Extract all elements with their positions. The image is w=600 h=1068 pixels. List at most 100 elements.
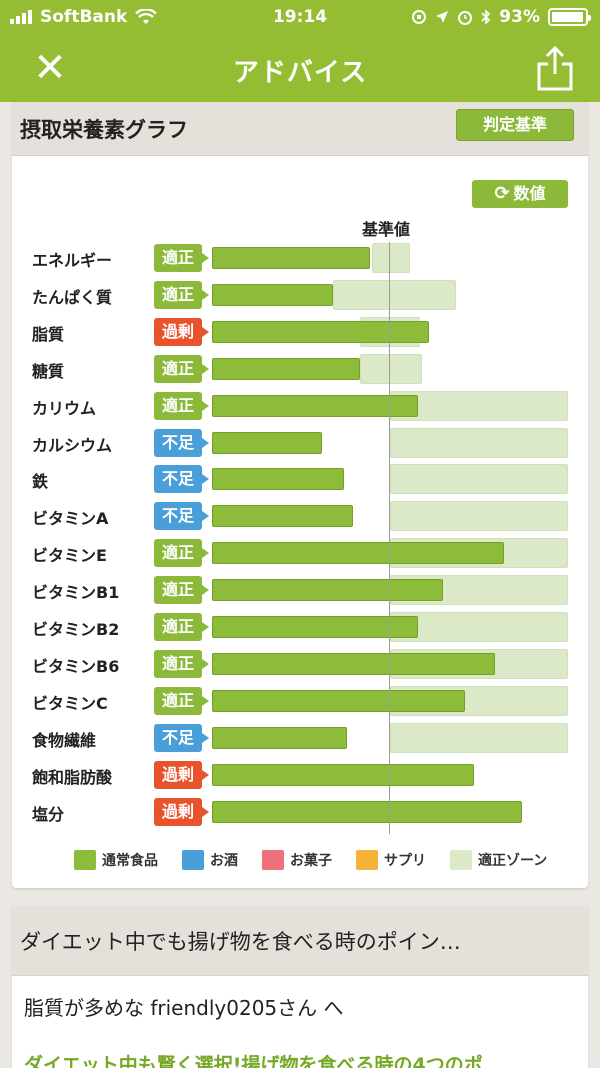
legend-label: サプリ xyxy=(384,853,426,869)
status-badge: 適正 xyxy=(154,244,209,272)
nutrient-label: 糖質 xyxy=(32,361,65,381)
legend-item: お菓子 xyxy=(262,850,332,870)
legend-swatch xyxy=(450,850,472,870)
status-badge: 適正 xyxy=(154,539,209,568)
intake-bar xyxy=(212,431,323,454)
nutrient-label: 食物繊維 xyxy=(32,730,97,750)
nutrient-label: ビタミンB1 xyxy=(32,583,120,603)
nutrient-label: ビタミンB2 xyxy=(32,620,120,639)
alarm-icon xyxy=(458,11,473,25)
status-badge: 適正 xyxy=(154,354,209,383)
baseline-line xyxy=(389,242,390,834)
share-icon[interactable] xyxy=(534,44,576,92)
criteria-button[interactable]: 判定基準 xyxy=(456,109,574,141)
value-toggle-button[interactable]: ⟳ 数値 xyxy=(472,180,568,208)
nutrient-row: ビタミンA 不足 xyxy=(12,498,588,534)
nutrient-row: 糖質 適正 xyxy=(12,351,588,387)
nutrient-row: 飽和脂肪酸 過剰 xyxy=(12,757,588,793)
nutrient-label: 鉄 xyxy=(32,472,49,492)
clock: 19:14 xyxy=(272,7,328,27)
nutrient-label: ビタミンC xyxy=(32,693,108,713)
legend-label: お菓子 xyxy=(290,853,332,869)
nutrient-row: エネルギー 適正 xyxy=(12,240,588,276)
nutrient-label: エネルギー xyxy=(32,251,113,270)
nutrient-label: 飽和脂肪酸 xyxy=(32,767,113,787)
nutrient-row: 脂質 過剰 xyxy=(12,314,588,350)
signal-icon xyxy=(10,10,32,24)
intake-bar xyxy=(212,652,496,675)
legend-label: お酒 xyxy=(210,853,238,869)
nutrient-label: ビタミンB6 xyxy=(32,656,120,676)
nutrient-row: ビタミンC 適正 xyxy=(12,683,588,719)
optimal-zone xyxy=(359,353,423,384)
article-title[interactable]: ダイエット中でも揚げ物を食べる時のポイン… xyxy=(20,930,461,954)
card-title: 摂取栄養素グラフ xyxy=(20,118,188,142)
intake-bar xyxy=(212,357,360,380)
nutrient-row: たんぱく質 適正 xyxy=(12,277,588,313)
intake-bar xyxy=(212,505,353,528)
article-header: ダイエット中でも揚げ物を食べる時のポイン… xyxy=(12,906,588,976)
nutrient-row: ビタミンB2 適正 xyxy=(12,609,588,645)
nutrient-label: カリウム xyxy=(32,398,97,418)
intake-bar xyxy=(212,394,419,417)
intake-bar xyxy=(212,542,504,565)
bluetooth-icon xyxy=(481,9,491,25)
status-badge: 適正 xyxy=(154,613,209,641)
legend-swatch xyxy=(74,850,96,870)
status-bar: SoftBank 19:14 93% xyxy=(0,0,600,34)
optimal-zone xyxy=(390,390,568,421)
optimal-zone xyxy=(390,427,568,458)
intake-bar xyxy=(212,800,522,823)
wifi-icon xyxy=(135,9,158,24)
status-badge: 適正 xyxy=(154,576,209,605)
baseline-label: 基準値 xyxy=(362,220,411,239)
nutrient-row: 塩分 過剰 xyxy=(12,794,588,830)
legend-item: サプリ xyxy=(356,850,426,870)
optimal-zone xyxy=(390,722,568,753)
optimal-zone xyxy=(390,464,568,495)
status-badge: 過剰 xyxy=(154,760,209,789)
nutrient-graph-card: 摂取栄養素グラフ 判定基準 ⟳ 数値 基準値 エネルギー 適正 たんぱく質 適正 脂質 過剰… xyxy=(12,102,588,888)
card-header: 摂取栄養素グラフ 判定基準 xyxy=(12,102,588,156)
nutrient-row: ビタミンB1 適正 xyxy=(12,572,588,608)
article-recipient: 脂質が多めな friendly0205さん へ xyxy=(24,996,344,1020)
location-icon xyxy=(436,11,449,23)
status-badge: 不足 xyxy=(154,465,209,494)
legend-swatch xyxy=(262,850,284,870)
nutrient-label: ビタミンA xyxy=(32,509,109,529)
intake-bar xyxy=(212,689,465,712)
intake-bar xyxy=(212,763,474,786)
nutrient-label: たんぱく質 xyxy=(32,287,113,307)
legend-swatch xyxy=(356,850,378,870)
status-badge: 適正 xyxy=(154,391,209,420)
status-badge: 不足 xyxy=(154,723,209,752)
nutrient-row: 鉄 不足 xyxy=(12,461,588,497)
nutrient-label: カルシウム xyxy=(32,435,113,455)
page-title: アドバイス xyxy=(232,58,368,88)
intake-bar xyxy=(212,616,419,638)
legend-item: お酒 xyxy=(182,850,238,870)
status-badge: 過剰 xyxy=(154,797,209,826)
close-icon[interactable]: ✕ xyxy=(33,45,67,91)
legend: 通常食品 お酒 お菓子 サプリ 適正ゾーン xyxy=(74,850,547,870)
nutrient-row: ビタミンB6 適正 xyxy=(12,646,588,682)
nutrient-row: カルシウム 不足 xyxy=(12,425,588,461)
status-badge: 適正 xyxy=(154,686,209,715)
nutrient-row: ビタミンE 適正 xyxy=(12,535,588,571)
legend-swatch xyxy=(182,850,204,870)
optimal-zone xyxy=(390,612,568,642)
advice-article-card[interactable]: ダイエット中でも揚げ物を食べる時のポイン… 脂質が多めな friendly020… xyxy=(12,906,588,1068)
status-badge: 過剰 xyxy=(154,317,209,346)
optimal-zone xyxy=(390,501,568,532)
status-badge: 不足 xyxy=(154,502,209,531)
status-badge: 適正 xyxy=(154,280,209,309)
optimal-zone xyxy=(333,279,456,310)
value-toggle-label: 数値 xyxy=(513,184,546,203)
intake-bar xyxy=(212,468,344,491)
nutrient-label: 塩分 xyxy=(32,804,65,824)
nutrient-row: カリウム 適正 xyxy=(12,388,588,424)
nutrient-label: 脂質 xyxy=(32,324,65,344)
optimal-zone xyxy=(372,243,410,273)
legend-item: 通常食品 xyxy=(74,850,158,870)
article-link[interactable]: ダイエット中も賢く選択!揚げ物を食べる時の4つのポ xyxy=(24,1054,483,1068)
